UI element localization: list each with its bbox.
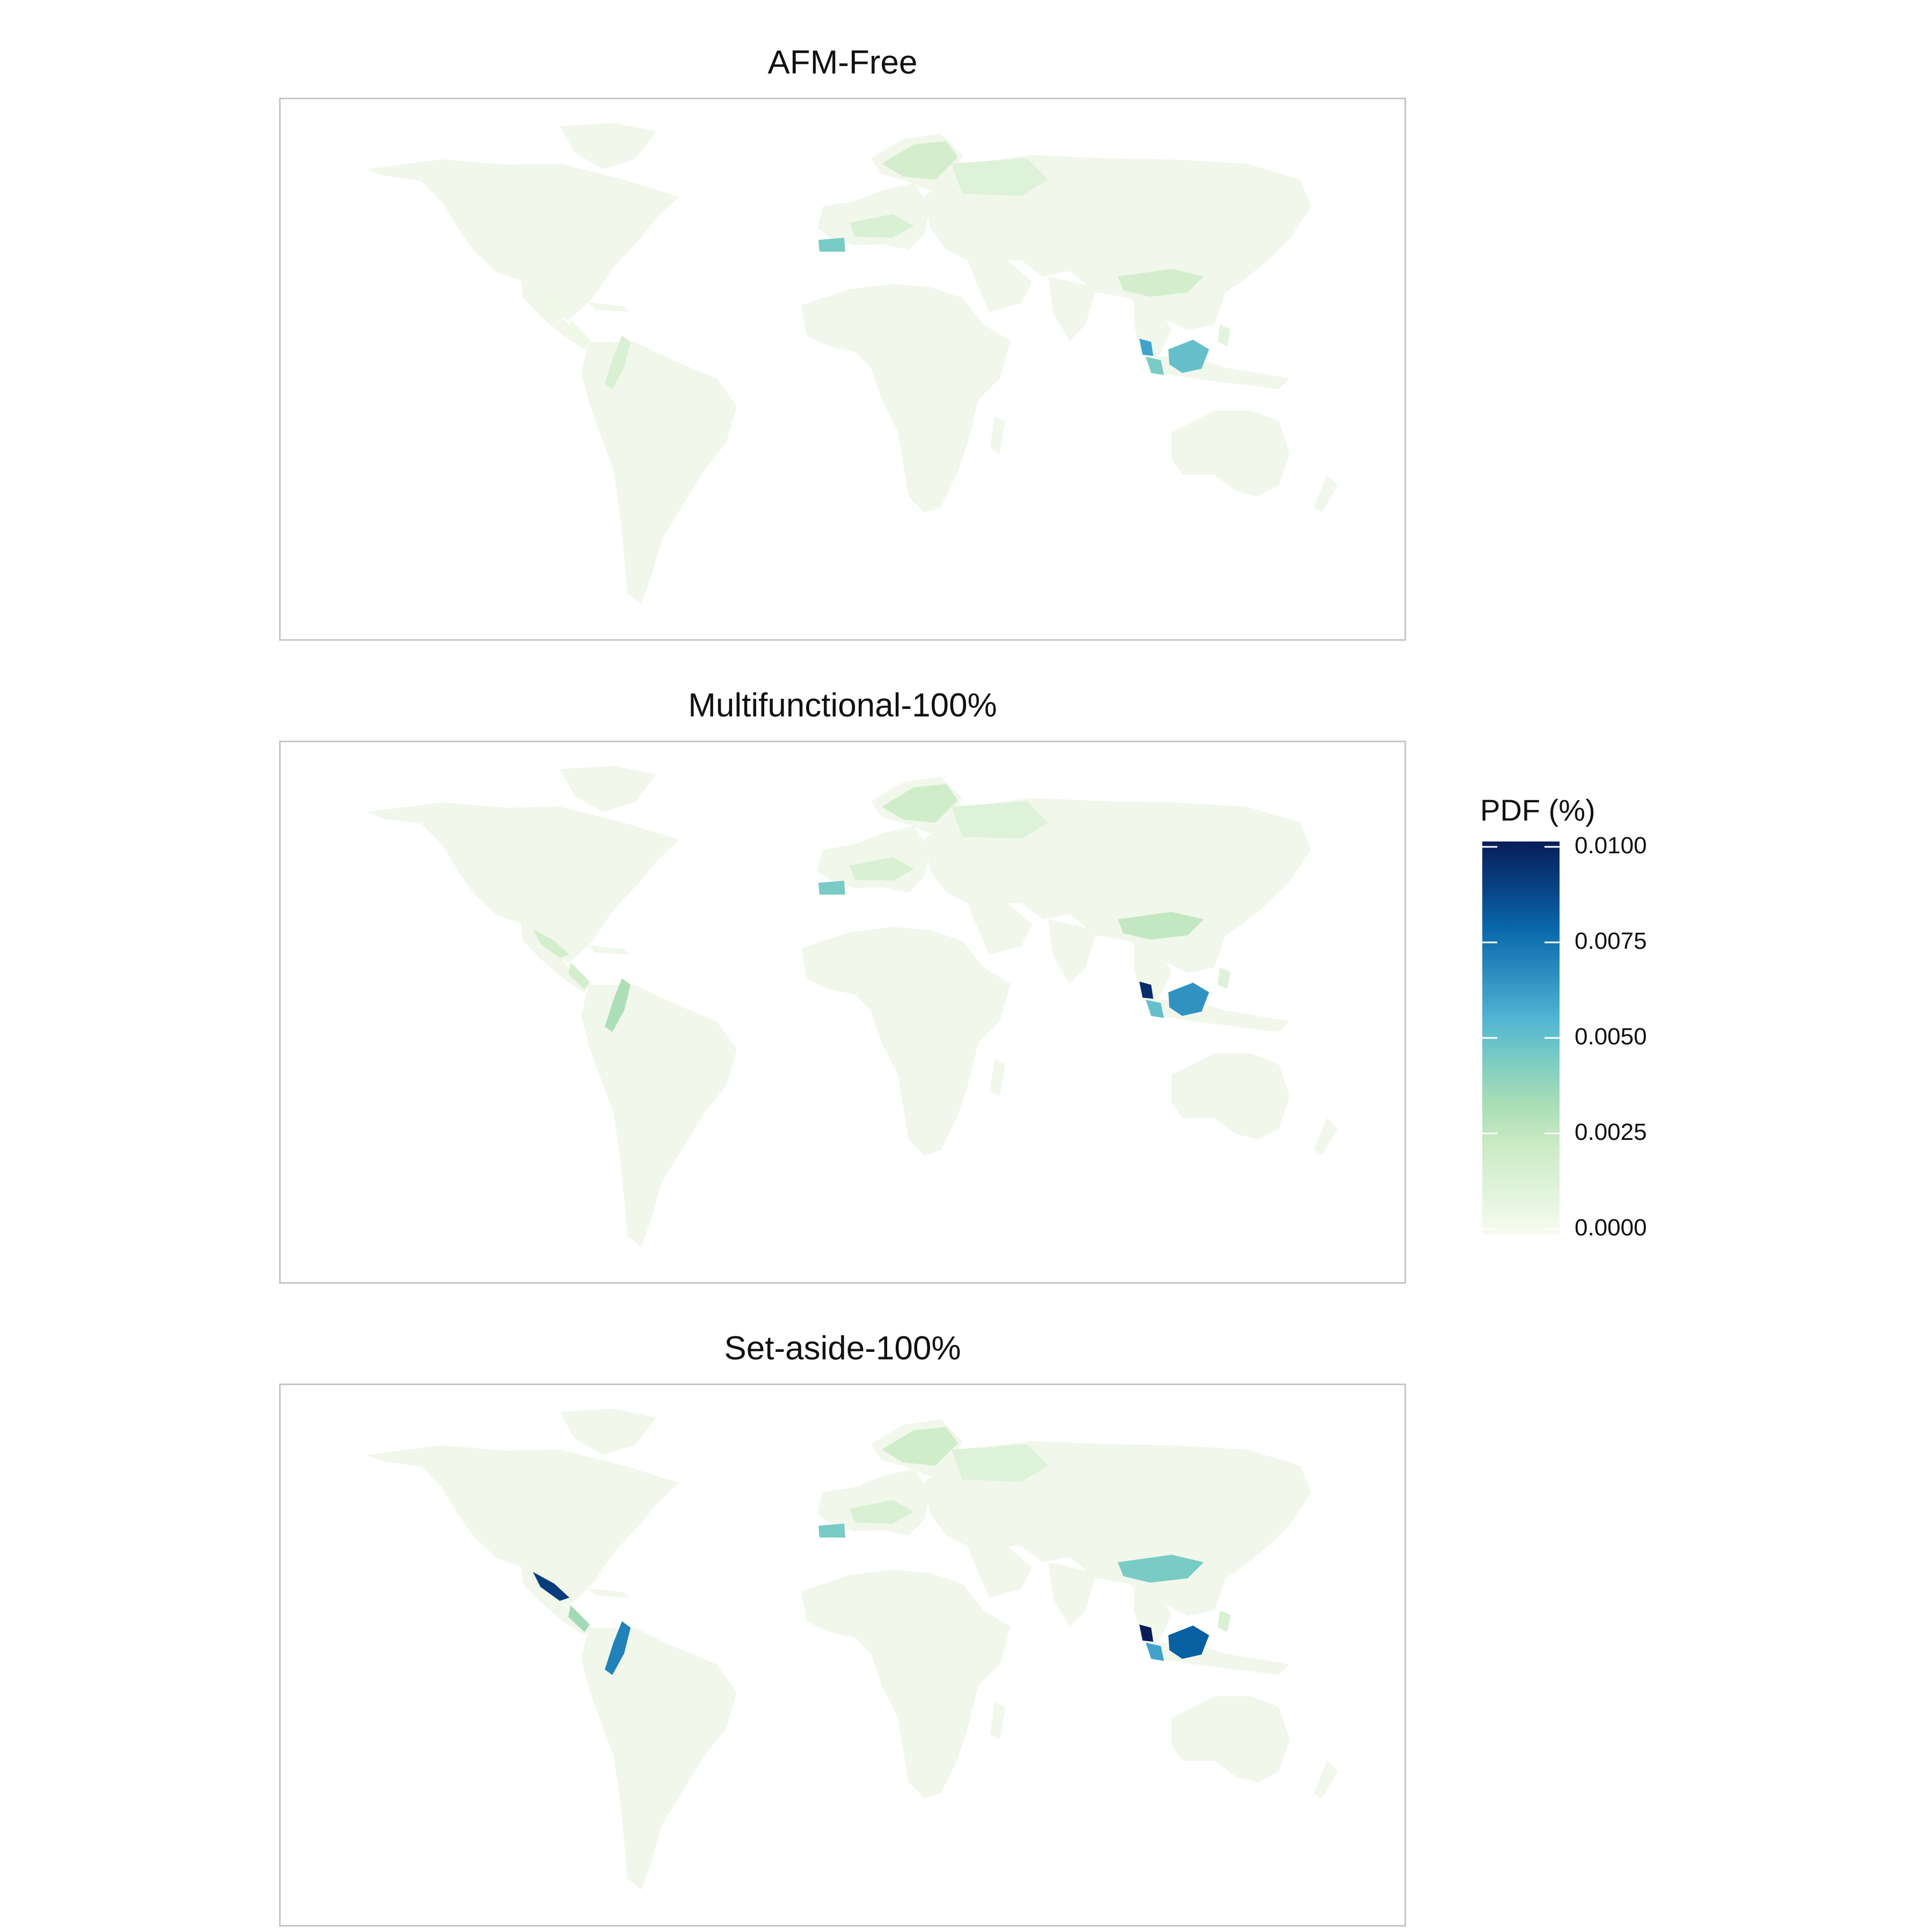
pdf-region-malay-peninsula [1139,1624,1153,1642]
pdf-region-scandinavia [882,141,958,180]
land-south-america [581,1628,737,1890]
land-south-america [581,985,737,1247]
land-australia [1172,411,1290,496]
land-asia [925,798,1311,973]
land-north-america [367,802,679,963]
world-map-multifunctional-100 [367,766,1338,1247]
land-north-america [367,159,679,320]
pdf-region-scandinavia [882,784,958,823]
land-new-zealand [1314,1118,1338,1155]
pdf-region-mexico [533,1572,569,1601]
panel-title-afm-free: AFM-Free [767,44,918,81]
pdf-region-philippines [1218,325,1231,346]
land-arabia [968,258,1032,312]
world-map-set-aside-100 [367,1409,1338,1890]
pdf-region-borneo [1168,1626,1209,1659]
legend-tick-label-0.0025: 0.0025 [1575,1119,1647,1145]
land-europe [817,1469,930,1535]
pdf-region-malay-peninsula [1139,339,1153,356]
land-asia [925,1441,1311,1616]
land-australia [1172,1696,1290,1782]
legend-tick-label-0.0000: 0.0000 [1575,1214,1647,1241]
pdf-region-andes [605,1621,631,1675]
pdf-region-borneo [1168,340,1209,373]
pdf-region-central-europe [850,1500,914,1524]
land-caribbean [588,302,630,312]
pdf-region-west-russia [952,801,1048,839]
pdf-region-mexico [533,929,569,958]
pdf-region-iberia [818,881,845,895]
pdf-region-sumatra [1146,1643,1164,1661]
pdf-region-south-china [1118,1555,1204,1583]
pdf-region-borneo [1168,983,1209,1016]
pdf-region-sumatra [1146,1000,1164,1018]
land-africa [801,1570,1011,1798]
land-new-zealand [1314,1761,1338,1798]
land-europe [817,826,930,892]
land-madagascar [990,1702,1005,1739]
pdf-region-central-america [568,1605,590,1632]
land-arabia [968,901,1032,955]
pdf-region-central-america [568,319,590,346]
land-india [1048,1562,1096,1627]
land-india [1048,276,1096,341]
legend-colorbar [1482,841,1560,1234]
panel-title-set-aside-100: Set-aside-100% [724,1330,961,1367]
pdf-region-malay-peninsula [1139,982,1153,999]
land-madagascar [990,1059,1005,1096]
land-australia [1172,1053,1290,1139]
land-japan [1257,1487,1279,1525]
land-africa [801,927,1011,1155]
pdf-region-philippines [1218,968,1231,989]
pdf-region-philippines [1218,1611,1231,1632]
pdf-region-central-europe [850,857,914,881]
pdf-region-mexico [533,286,569,315]
land-madagascar [990,416,1005,453]
land-north-america [367,1445,679,1606]
pdf-region-west-russia [952,158,1048,196]
land-africa [801,284,1011,513]
pdf-region-andes [605,335,631,389]
legend-tick-label-0.0050: 0.0050 [1575,1023,1647,1050]
land-asia [925,155,1311,330]
pdf-region-south-china [1118,912,1204,940]
land-caribbean [588,1588,630,1598]
pdf-region-iberia [818,238,845,252]
land-europe [817,183,930,250]
world-map-afm-free [367,123,1338,604]
land-new-zealand [1314,475,1338,513]
pdf-region-andes [605,978,631,1032]
land-south-america [581,342,737,604]
pdf-region-central-europe [850,214,914,238]
pdf-region-scandinavia [882,1427,958,1466]
map-panel-multifunctional-100 [279,741,1406,1284]
map-panel-afm-free [279,98,1406,641]
land-arabia [968,1544,1032,1598]
land-greenland [560,766,656,812]
land-japan [1257,201,1279,239]
land-india [1048,919,1096,984]
legend-tick-label-0.0075: 0.0075 [1575,928,1647,954]
pdf-region-central-america [568,962,590,989]
legend-tick-label-0.0100: 0.0100 [1575,832,1647,859]
pdf-region-west-russia [952,1444,1048,1482]
land-caribbean [588,945,630,955]
pdf-region-south-china [1118,269,1204,297]
legend-title: PDF (%) [1480,793,1596,827]
land-greenland [560,123,656,169]
land-greenland [560,1409,656,1455]
pdf-region-sumatra [1146,357,1164,375]
land-japan [1257,844,1279,882]
panel-title-multifunctional-100: Multifunctional-100% [688,687,997,724]
pdf-region-iberia [818,1524,845,1538]
map-panel-set-aside-100 [279,1384,1406,1927]
